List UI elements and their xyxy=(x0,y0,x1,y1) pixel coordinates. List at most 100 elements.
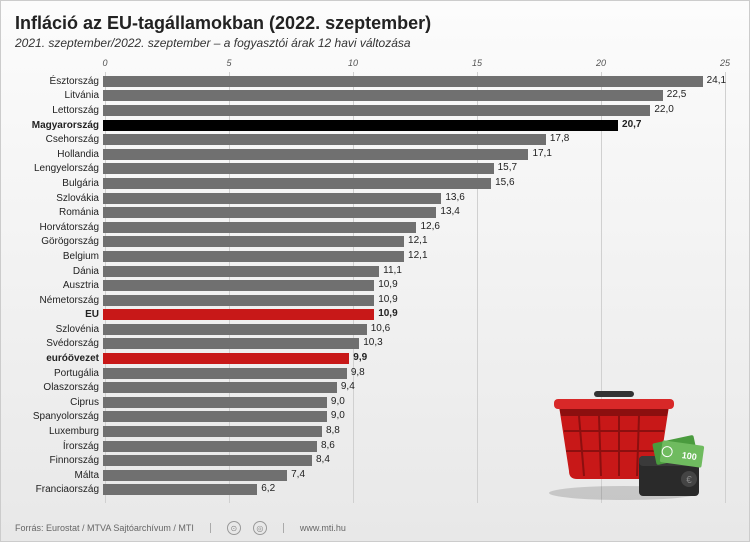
bar-wrap: 20,7 xyxy=(103,120,725,131)
footer-separator xyxy=(283,523,284,533)
bar-label: Litvánia xyxy=(15,90,103,101)
bar-row: Magyarország 20,7 xyxy=(15,118,725,133)
bar-row: Bulgária 15,6 xyxy=(15,176,725,191)
bar xyxy=(103,149,528,160)
bar-row: Lengyelország 15,7 xyxy=(15,162,725,177)
bar-value: 12,1 xyxy=(408,250,427,261)
bar-row: EU 10,9 xyxy=(15,308,725,323)
bar-value: 9,8 xyxy=(351,367,365,378)
bar-label: Olaszország xyxy=(15,382,103,393)
bar xyxy=(103,251,404,262)
bar-value: 20,7 xyxy=(622,119,641,130)
bar xyxy=(103,455,312,466)
svg-text:€: € xyxy=(686,475,692,486)
bar-row: Hollandia17,1 xyxy=(15,147,725,162)
bar-label: Németország xyxy=(15,295,103,306)
bar-label: Finnország xyxy=(15,455,103,466)
bar xyxy=(103,120,618,131)
bar-wrap: 15,7 xyxy=(103,163,725,174)
bar-label: Portugália xyxy=(15,368,103,379)
bar xyxy=(103,266,379,277)
bar-label: Horvátország xyxy=(15,222,103,233)
x-tick: 20 xyxy=(596,58,606,68)
bar-value: 8,6 xyxy=(321,440,335,451)
bar-label: Lengyelország xyxy=(15,163,103,174)
bar xyxy=(103,338,359,349)
bar-value: 11,1 xyxy=(383,265,402,276)
bar xyxy=(103,309,374,320)
grid-line xyxy=(725,72,726,503)
bar xyxy=(103,207,436,218)
bar-label: Észtország xyxy=(15,76,103,87)
bar-value: 10,6 xyxy=(371,323,390,334)
bar-wrap: 24,1 xyxy=(103,76,725,87)
bar-value: 15,7 xyxy=(498,162,517,173)
bar-row: Horvátország12,6 xyxy=(15,220,725,235)
bar xyxy=(103,236,404,247)
bar xyxy=(103,470,287,481)
bar-value: 7,4 xyxy=(291,469,305,480)
bar-row: Svédország10,3 xyxy=(15,337,725,352)
bar-value: 10,3 xyxy=(363,337,382,348)
bar-wrap: 22,5 xyxy=(103,90,725,101)
bar xyxy=(103,76,703,87)
x-tick: 25 xyxy=(720,58,730,68)
bar-value: 9,0 xyxy=(331,396,345,407)
bar-row: Románia13,4 xyxy=(15,205,725,220)
bar-label: Ciprus xyxy=(15,397,103,408)
bar xyxy=(103,90,663,101)
bar-label: Románia xyxy=(15,207,103,218)
bar-wrap: 10,9 xyxy=(103,309,725,320)
bar-wrap: 10,6 xyxy=(103,324,725,335)
footer-icon-1: ⊙ xyxy=(227,521,241,535)
bar-row: Görögország 12,1 xyxy=(15,235,725,250)
x-tick: 0 xyxy=(102,58,107,68)
chart-title: Infláció az EU-tagállamokban (2022. szep… xyxy=(15,13,735,34)
bar-value: 13,6 xyxy=(445,192,464,203)
bar-value: 10,9 xyxy=(378,294,397,305)
bar xyxy=(103,441,317,452)
bar-value: 9,9 xyxy=(353,352,367,363)
bar-row: Belgium12,1 xyxy=(15,249,725,264)
bar-label: EU xyxy=(15,309,103,320)
x-tick: 10 xyxy=(348,58,358,68)
bar-wrap: 13,6 xyxy=(103,193,725,204)
bar-label: Írország xyxy=(15,441,103,452)
chart-subtitle: 2021. szeptember/2022. szeptember – a fo… xyxy=(15,36,735,50)
bar-wrap: 10,9 xyxy=(103,280,725,291)
footer-icon-2: ◎ xyxy=(253,521,267,535)
bar xyxy=(103,382,337,393)
bar-value: 8,4 xyxy=(316,454,330,465)
footer-url: www.mti.hu xyxy=(300,523,346,533)
bar-wrap: 17,8 xyxy=(103,134,725,145)
bar xyxy=(103,324,367,335)
bar-value: 10,9 xyxy=(378,279,397,290)
bar xyxy=(103,280,374,291)
bar-value: 10,9 xyxy=(378,308,397,319)
bar-label: Görögország xyxy=(15,236,103,247)
bar-label: Bulgária xyxy=(15,178,103,189)
bar-wrap: 22,0 xyxy=(103,105,725,116)
bar-value: 17,1 xyxy=(532,148,551,159)
bar-value: 24,1 xyxy=(707,75,726,86)
bar-wrap: 15,6 xyxy=(103,178,725,189)
bar-row: Ausztria10,9 xyxy=(15,278,725,293)
bar-row: Szlovákia 13,6 xyxy=(15,191,725,206)
bar xyxy=(103,411,327,422)
bar-value: 15,6 xyxy=(495,177,514,188)
bar-label: Magyarország xyxy=(15,120,103,131)
bar-label: Szlovákia xyxy=(15,193,103,204)
bar-value: 9,4 xyxy=(341,381,355,392)
bar-row: Dánia11,1 xyxy=(15,264,725,279)
bar xyxy=(103,353,349,364)
bar-label: Lettország xyxy=(15,105,103,116)
basket-illustration: € 100 xyxy=(539,361,709,501)
bar-row: Litvánia 22,5 xyxy=(15,89,725,104)
x-tick: 5 xyxy=(226,58,231,68)
footer-source: Forrás: Eurostat / MTVA Sajtóarchívum / … xyxy=(15,523,194,533)
bar-value: 22,5 xyxy=(667,89,686,100)
bar xyxy=(103,163,494,174)
bar-label: Spanyolország xyxy=(15,411,103,422)
bar xyxy=(103,105,650,116)
bar-value: 12,1 xyxy=(408,235,427,246)
